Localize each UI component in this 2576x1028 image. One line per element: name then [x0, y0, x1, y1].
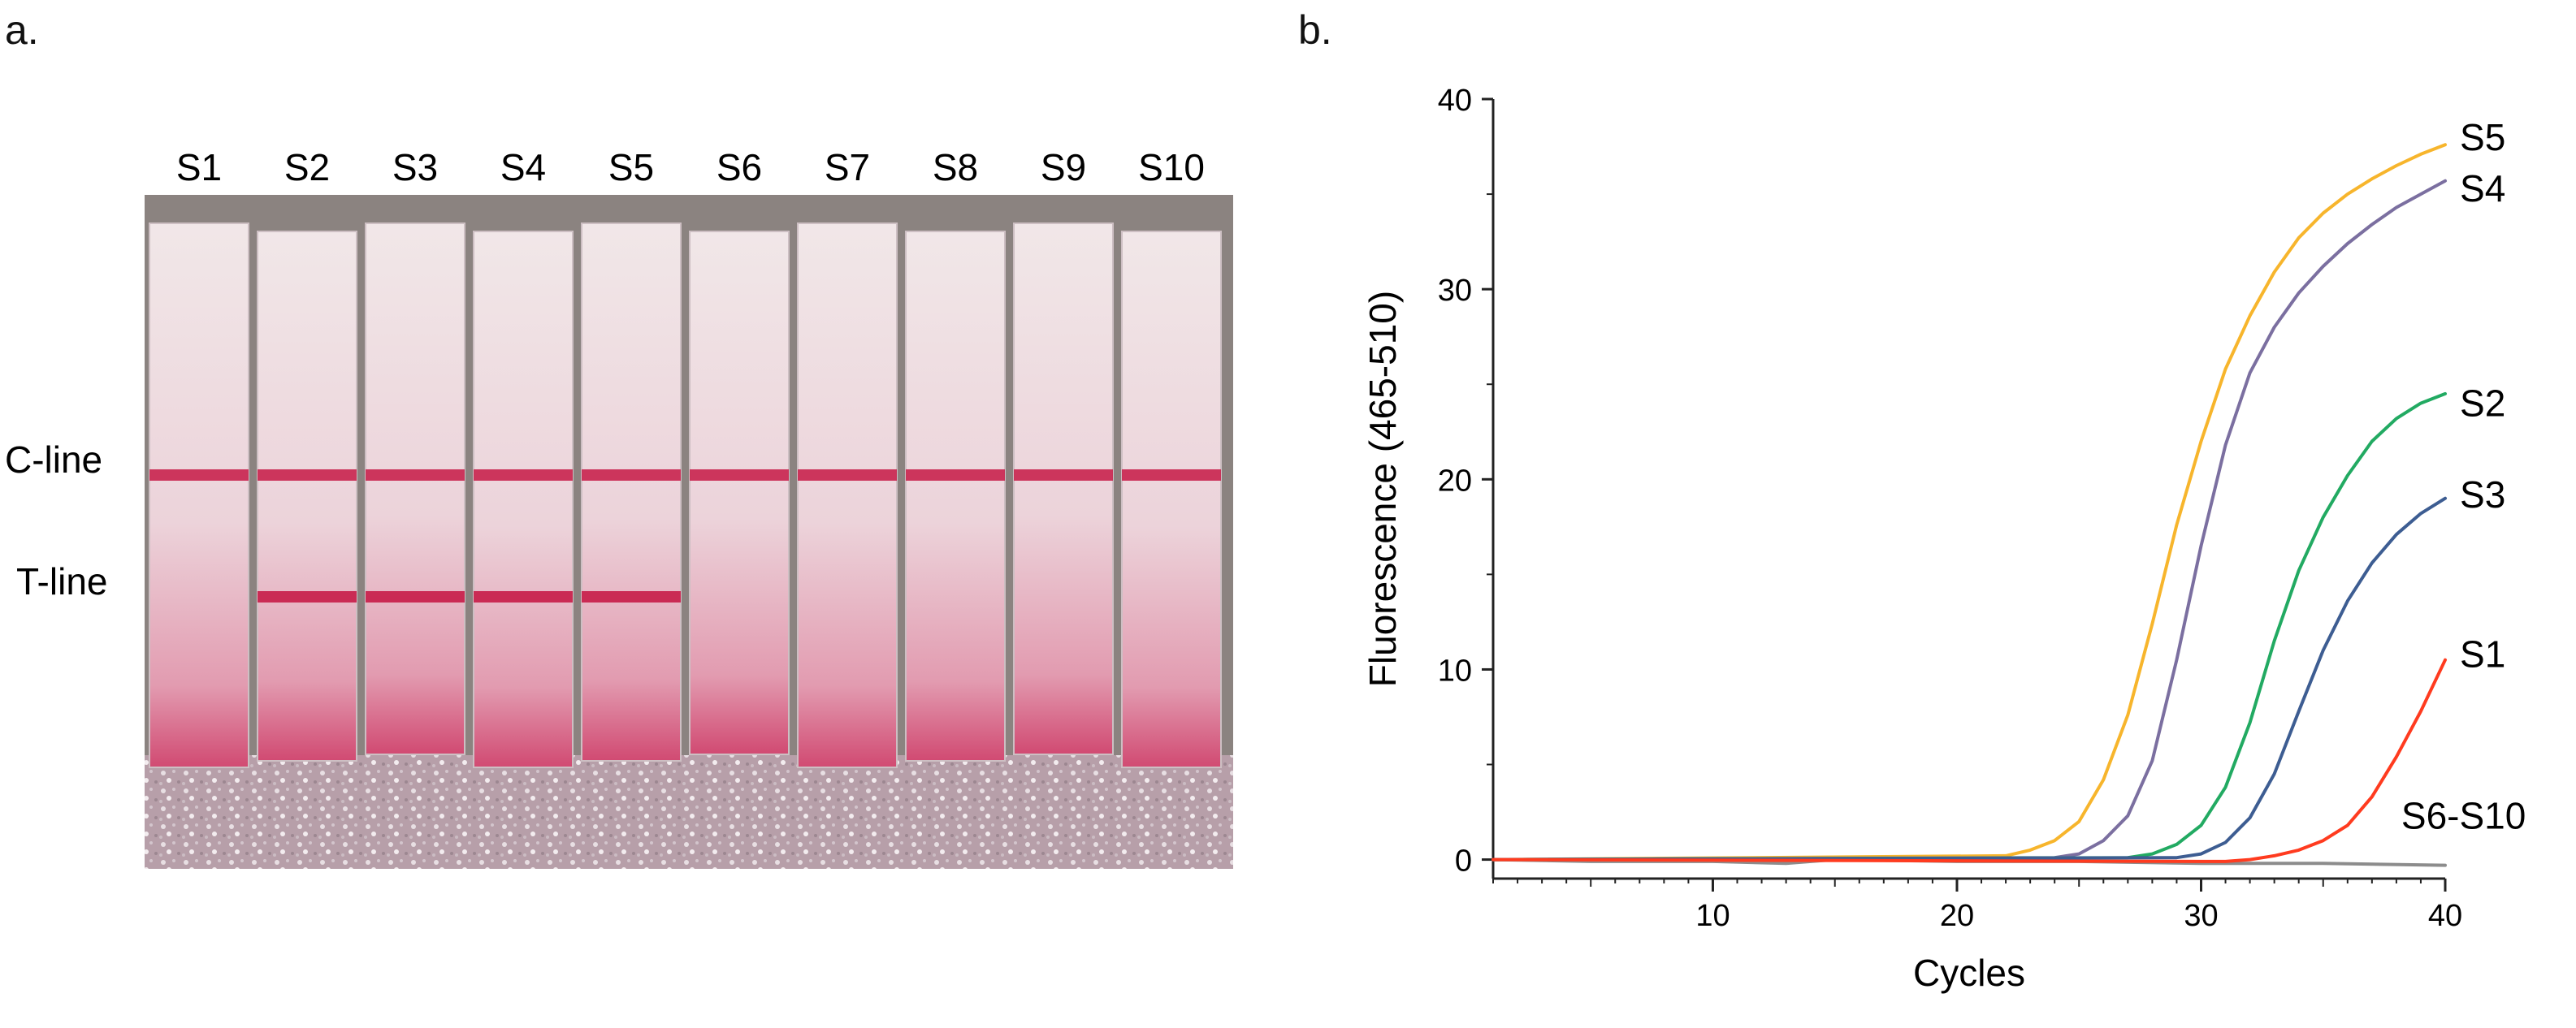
test-strip-8	[905, 231, 1006, 762]
control-line-1	[149, 469, 249, 481]
test-strip-4	[473, 231, 574, 768]
series-label-s2: S2	[2460, 382, 2505, 425]
series-line-s2	[1491, 391, 2447, 862]
strip-label-6: S6	[717, 146, 762, 188]
test-strip-3	[365, 222, 465, 755]
control-line-9	[1014, 469, 1113, 481]
series-label-s6-s10: S6-S10	[2401, 795, 2526, 837]
amplification-chart: 0 10 20 30 40 10 20 30 40 Cycles Fluorescence (465…	[1362, 84, 2526, 994]
series-label-s1: S1	[2460, 633, 2505, 676]
y-tick-label: 30	[1438, 274, 1472, 308]
test-strip-5	[581, 222, 682, 762]
strip-label-7: S7	[825, 146, 870, 188]
series-line-s4	[1491, 179, 2447, 862]
y-tick-label: 40	[1438, 84, 1472, 118]
control-line-4	[474, 469, 573, 481]
control-line-3	[366, 469, 465, 481]
control-line-10	[1122, 469, 1221, 481]
series-line-s3	[1491, 496, 2447, 862]
x-tick-label: 40	[2428, 899, 2462, 933]
lateral-flow-photo: S1 S2 S3 S4 S5 S6 S7 S8 S9 S10 C-line T-line	[5, 146, 1233, 869]
test-strip-1	[149, 222, 249, 768]
test-line-4	[474, 591, 573, 603]
series-label-s5: S5	[2460, 116, 2505, 158]
row-label-control: C-line	[5, 438, 102, 481]
panel-a-label: a.	[5, 7, 39, 53]
test-strip-9	[1013, 222, 1114, 755]
x-tick-label: 20	[1940, 899, 1974, 933]
control-line-6	[690, 469, 789, 481]
y-tick-label: 20	[1438, 464, 1472, 498]
strip-label-1: S1	[176, 146, 222, 188]
x-tick-label: 30	[2184, 899, 2218, 933]
control-line-8	[906, 469, 1005, 481]
test-strip-7	[797, 222, 898, 768]
x-tick-label: 10	[1695, 899, 1730, 933]
series-line-s5	[1491, 143, 2447, 862]
test-line-5	[582, 591, 681, 603]
control-line-2	[258, 469, 357, 481]
strip-label-9: S9	[1041, 146, 1086, 188]
y-axis-label: Fluorescence (465-510)	[1362, 291, 1404, 687]
y-tick-label: 0	[1455, 844, 1472, 879]
panel-b-label: b.	[1298, 7, 1332, 53]
strip-label-2: S2	[284, 146, 330, 188]
test-strip-2	[257, 231, 357, 762]
strip-label-5: S5	[608, 146, 654, 188]
test-strip-10	[1121, 231, 1222, 768]
test-line-2	[258, 591, 357, 603]
y-tick-label: 10	[1438, 654, 1472, 688]
series-label-s4: S4	[2460, 167, 2505, 209]
x-axis-label: Cycles	[1913, 952, 2025, 994]
test-strip-6	[689, 231, 790, 755]
row-label-test: T-line	[16, 560, 107, 603]
strip-label-3: S3	[392, 146, 438, 188]
control-line-7	[798, 469, 897, 481]
test-line-3	[366, 591, 465, 603]
strip-label-8: S8	[933, 146, 978, 188]
series-line-s1	[1491, 658, 2447, 863]
strip-label-4: S4	[500, 146, 546, 188]
series-label-s3: S3	[2460, 473, 2505, 516]
absorbent-pad	[145, 755, 1233, 869]
control-line-5	[582, 469, 681, 481]
strip-label-10: S10	[1138, 146, 1205, 188]
